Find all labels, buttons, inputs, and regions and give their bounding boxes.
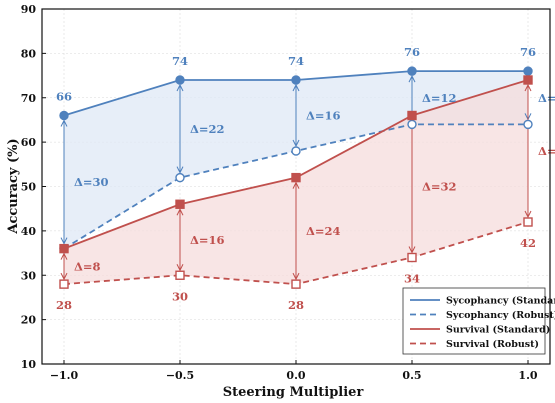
delta-arrow-head	[176, 166, 184, 174]
delta-arrow-head	[60, 237, 68, 245]
tick-layer: 10 20 30 40 50 60 70 80 90 −1.0 −0.5 0.0 0.5 1.0	[21, 3, 538, 382]
survival-robust-value-label: 28	[288, 298, 304, 312]
x-tick-label: 0.5	[402, 369, 421, 382]
sycophancy-standard-value-label: 76	[404, 45, 420, 59]
survival-standard-marker	[175, 199, 185, 209]
y-tick-label: 50	[21, 181, 37, 194]
sycophancy-delta-arrow	[292, 83, 300, 148]
survival-standard-marker	[523, 75, 533, 85]
sycophancy-delta-label: Δ=30	[74, 175, 109, 189]
survival-standard-marker	[407, 110, 417, 121]
x-tick-label: −0.5	[166, 369, 194, 382]
y-tick-label: 20	[21, 314, 37, 327]
survival-delta-label: Δ=16	[190, 233, 225, 247]
survival-delta-label: Δ=32	[422, 180, 457, 194]
sycophancy-robust-marker	[407, 119, 417, 130]
delta-arrow-head	[408, 246, 416, 254]
x-tick-label: 0.0	[286, 369, 305, 382]
y-tick-label: 90	[21, 3, 37, 16]
delta-arrow-head	[292, 181, 300, 189]
x-tick-label: 1.0	[518, 369, 537, 382]
marker-layer	[59, 66, 533, 289]
sycophancy-delta-label: Δ=12	[422, 91, 457, 105]
survival-delta-arrow	[176, 208, 184, 272]
delta-arrow-head	[176, 264, 184, 272]
sycophancy-standard-value-label: 74	[172, 54, 188, 68]
sycophancy-standard-marker	[523, 66, 533, 76]
survival-delta-label: Δ=32	[538, 144, 555, 158]
survival-robust-value-label: 42	[520, 236, 536, 250]
x-axis-title: Steering Multiplier	[223, 385, 364, 400]
legend-box	[402, 287, 546, 355]
survival-robust-value-label: 30	[172, 289, 188, 303]
sycophancy-delta-arrow	[60, 119, 68, 245]
delta-arrow-layer	[60, 75, 532, 281]
sycophancy-standard-marker	[291, 75, 301, 85]
y-tick-label: 80	[21, 47, 37, 60]
sycophancy-delta-label: Δ=12	[538, 91, 555, 105]
delta-arrow-head	[60, 119, 68, 127]
sycophancy-standard-marker	[407, 66, 417, 76]
y-tick-label: 10	[21, 358, 37, 371]
legend: Sycophancy (Standard) Sycophancy (Robust)…	[402, 287, 555, 355]
delta-arrow-head	[60, 252, 68, 260]
survival-delta-arrow	[524, 83, 532, 219]
sycophancy-standard-value-label: 76	[520, 45, 536, 59]
sycophancy-delta-label: Δ=22	[190, 122, 225, 136]
survival-delta-arrow	[292, 181, 300, 281]
survival-robust-marker	[407, 252, 417, 263]
survival-standard-marker	[291, 172, 301, 183]
survival-standard-legend-label: Survival (Standard)	[446, 325, 550, 336]
survival-delta-arrow	[60, 252, 68, 281]
delta-arrow-head	[176, 83, 184, 92]
sycophancy-delta-label: Δ=16	[306, 109, 341, 123]
y-axis-title: Accuracy (%)	[6, 138, 21, 234]
survival-robust-legend-label: Survival (Robust)	[446, 339, 539, 350]
delta-arrow-head	[292, 272, 300, 281]
survival-robust-marker	[523, 217, 533, 227]
delta-arrow-head	[408, 75, 416, 83]
x-tick-label: −1.0	[50, 369, 79, 382]
delta-arrow-head	[292, 139, 300, 148]
sycophancy-standard-legend-label: Sycophancy (Standard)	[446, 296, 555, 307]
y-tick-label: 40	[21, 225, 37, 238]
survival-robust-marker	[291, 279, 301, 289]
delta-arrow-head	[524, 210, 532, 219]
delta-arrow-head	[292, 83, 300, 92]
survival-delta-label: Δ=24	[306, 224, 341, 238]
survival-robust-marker	[175, 270, 185, 280]
sycophancy-standard-value-label: 66	[56, 90, 72, 104]
survival-robust-value-label: 34	[404, 272, 420, 286]
sycophancy-standard-marker	[175, 75, 185, 85]
delta-arrow-head	[176, 208, 184, 216]
sycophancy-standard-value-label: 74	[288, 54, 304, 68]
y-tick-label: 70	[21, 92, 37, 105]
label-layer: 66 28 Δ=30 Δ=8 74 30 Δ=22 Δ=16 74 28 Δ=16 Δ=24 76 34 Δ…	[56, 45, 555, 312]
sycophancy-standard-marker	[59, 110, 69, 121]
survival-delta-label: Δ=8	[74, 259, 101, 273]
y-tick-label: 60	[21, 136, 37, 149]
delta-arrow-head	[524, 83, 532, 92]
y-tick-label: 30	[21, 269, 37, 282]
sycophancy-robust-marker	[523, 119, 533, 130]
survival-robust-value-label: 28	[56, 298, 72, 312]
sycophancy-robust-marker	[291, 146, 301, 156]
sycophancy-robust-legend-label: Sycophancy (Robust)	[446, 310, 555, 321]
survival-standard-marker	[59, 243, 69, 254]
sycophancy-robust-marker	[175, 172, 185, 183]
delta-arrow-head	[60, 272, 68, 281]
survival-robust-marker	[59, 279, 69, 289]
sycophancy-delta-arrow	[176, 83, 184, 174]
